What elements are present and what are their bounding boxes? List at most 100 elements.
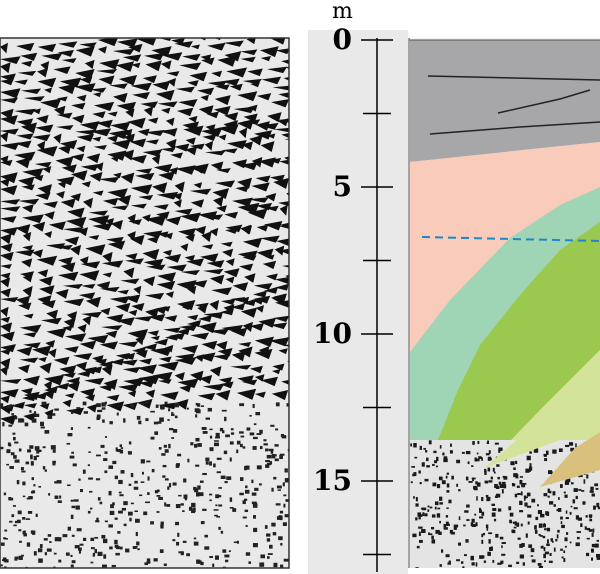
speckle-mark (67, 526, 72, 531)
speckle-mark (160, 524, 164, 529)
reflection-mark (173, 199, 182, 208)
speckle-mark (428, 440, 432, 445)
speckle-mark (95, 478, 101, 481)
speckle-mark (415, 497, 418, 502)
reflection-mark (284, 138, 289, 141)
speckle-mark (512, 521, 515, 524)
speckle-mark (168, 443, 171, 449)
speckle-mark (30, 461, 34, 466)
speckle-mark (420, 507, 425, 510)
reflection-mark (0, 365, 9, 376)
reflection-mark (86, 403, 98, 413)
speckle-mark (251, 492, 257, 496)
speckle-mark (565, 510, 568, 514)
reflection-mark (60, 198, 76, 209)
speckle-mark (525, 468, 530, 473)
speckle-mark (183, 494, 188, 499)
speckle-mark (229, 507, 234, 509)
speckle-mark (198, 492, 204, 497)
reflection-mark (101, 260, 124, 268)
speckle-mark (281, 435, 287, 439)
speckle-mark (590, 548, 594, 553)
speckle-mark (13, 455, 17, 459)
reflection-mark (20, 122, 37, 134)
speckle-mark (22, 495, 26, 498)
reflection-mark (274, 300, 289, 308)
reflection-mark (98, 176, 120, 183)
reflection-mark (59, 140, 78, 150)
speckle-mark (466, 519, 470, 522)
speckle-mark (42, 446, 46, 449)
speckle-mark (252, 503, 258, 508)
reflection-mark (201, 231, 212, 243)
reflection-mark (179, 212, 201, 223)
speckle-mark (163, 444, 167, 448)
speckle-mark (586, 537, 590, 540)
speckle-mark (427, 509, 430, 512)
reflection-mark (0, 97, 19, 104)
speckle-mark (492, 507, 497, 512)
reflection-mark (152, 80, 171, 91)
reflection-mark (168, 167, 179, 175)
reflection-mark (201, 57, 215, 65)
reflection-mark (11, 401, 25, 409)
reflection-mark (93, 144, 107, 150)
speckle-mark (220, 475, 226, 479)
speckle-mark (524, 502, 528, 507)
reflection-mark (20, 88, 42, 95)
speckle-mark (97, 551, 103, 557)
reflection-mark (235, 185, 250, 193)
speckle-mark (130, 404, 135, 408)
green-layer (438, 222, 600, 440)
reflection-mark (254, 336, 275, 348)
reflection-mark (57, 180, 67, 189)
speckle-mark (200, 521, 205, 525)
speckle-mark (114, 517, 118, 520)
speckle-mark (446, 472, 449, 475)
speckle-mark (167, 486, 170, 490)
speckle-mark (278, 536, 283, 541)
speckle-mark (144, 562, 148, 566)
speckle-mark (415, 517, 418, 521)
speckle-mark (120, 447, 124, 449)
reflection-mark (260, 235, 280, 243)
speckle-mark (482, 532, 486, 536)
speckle-mark (481, 539, 484, 544)
reflection-mark (23, 375, 40, 386)
speckle-mark (435, 529, 440, 534)
speckle-mark (494, 442, 499, 445)
speckle-mark (117, 531, 121, 534)
reflection-mark (202, 134, 217, 141)
reflection-mark (223, 40, 244, 47)
speckle-mark (474, 513, 477, 516)
reflection-mark (107, 111, 118, 117)
reflection-mark (160, 60, 172, 70)
speckle-mark (197, 485, 201, 490)
speckle-mark (154, 431, 159, 435)
speckle-mark (434, 460, 438, 464)
speckle-mark (151, 468, 155, 473)
speckle-mark (443, 527, 448, 530)
speckle-mark (101, 564, 107, 568)
speckle-mark (277, 489, 282, 491)
reflection-mark (124, 258, 145, 265)
speckle-mark (543, 523, 546, 527)
speckle-mark (183, 478, 187, 483)
reflection-mark (33, 174, 44, 182)
speckle-mark (465, 539, 469, 543)
speckle-mark (14, 441, 19, 444)
reflection-mark (88, 215, 110, 226)
speckle-mark (529, 469, 531, 472)
speckle-mark (123, 501, 128, 506)
reflection-mark (35, 124, 54, 133)
reflection-mark (190, 280, 208, 288)
reflection-mark (32, 345, 52, 357)
reflection-mark (136, 38, 157, 46)
reflection-mark (45, 340, 56, 348)
speckle-mark (545, 511, 549, 515)
speckle-mark (453, 524, 459, 528)
speckle-mark (463, 524, 466, 527)
reflection-mark (273, 127, 289, 133)
speckle-mark (31, 418, 37, 423)
speckle-mark (274, 458, 279, 462)
